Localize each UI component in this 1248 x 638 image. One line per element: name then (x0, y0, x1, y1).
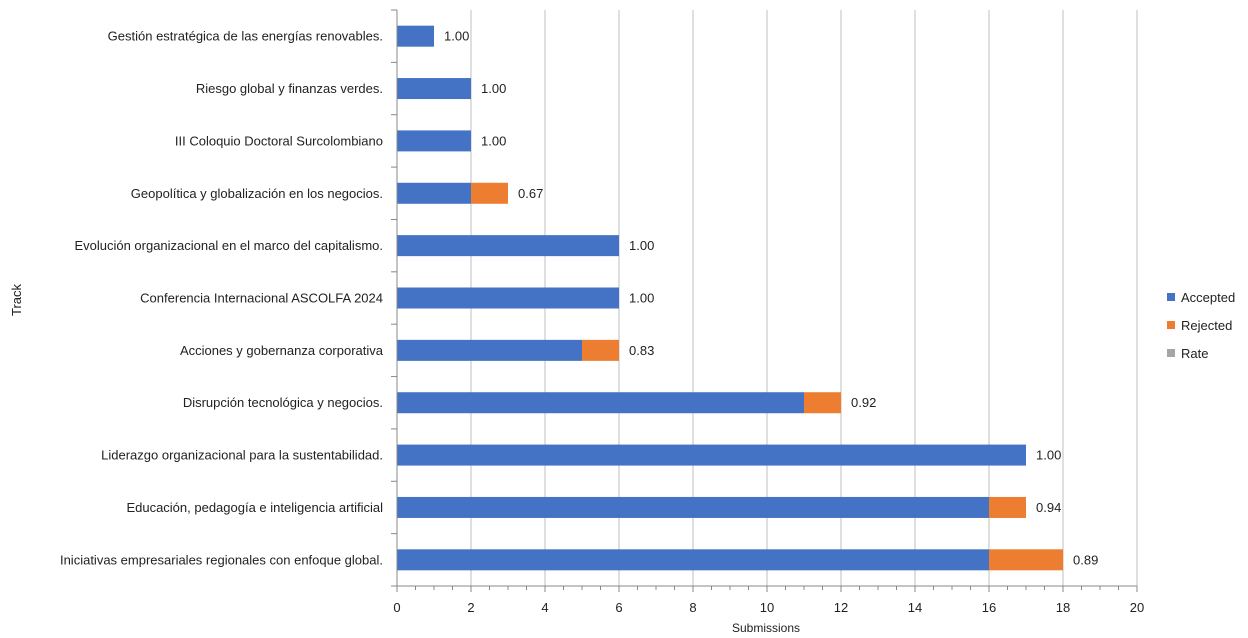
rate-label: 1.00 (629, 291, 654, 306)
bar-accepted (397, 339, 582, 361)
bar-accepted (397, 392, 804, 414)
category-label: Gestión estratégica de las energías reno… (108, 29, 383, 44)
bars (397, 25, 1063, 571)
rate-label: 1.00 (444, 29, 469, 44)
rate-label: 1.00 (1036, 448, 1061, 463)
legend-label: Rejected (1181, 318, 1232, 333)
bar-rejected (989, 496, 1026, 518)
category-label: Liderazgo organizacional para la sustent… (101, 448, 383, 463)
x-tick-label: 18 (1056, 600, 1070, 615)
x-tick-label: 0 (393, 600, 400, 615)
category-label: Riesgo global y finanzas verdes. (196, 81, 383, 96)
bar-accepted (397, 25, 434, 47)
bar-rejected (582, 339, 619, 361)
bar-accepted (397, 130, 471, 152)
axes (391, 9, 1138, 592)
rate-label: 1.00 (629, 238, 654, 253)
bar-rejected (989, 549, 1063, 571)
legend-label: Accepted (1181, 290, 1235, 305)
rate-label: 0.92 (851, 395, 876, 410)
x-tick-label: 8 (689, 600, 696, 615)
rate-label: 0.89 (1073, 552, 1098, 567)
bar-accepted (397, 549, 989, 571)
category-label: III Coloquio Doctoral Surcolombiano (175, 133, 383, 148)
legend-swatch (1167, 349, 1175, 357)
x-tick-label: 16 (982, 600, 996, 615)
bar-accepted (397, 496, 989, 518)
x-tick-label: 4 (541, 600, 548, 615)
y-axis-title: Track (9, 283, 24, 316)
x-tick-label: 12 (834, 600, 848, 615)
x-tick-label: 10 (760, 600, 774, 615)
x-tick-label: 2 (467, 600, 474, 615)
rate-label: 0.83 (629, 343, 654, 358)
rate-label: 0.94 (1036, 500, 1061, 515)
category-label: Iniciativas empresariales regionales con… (60, 552, 383, 567)
legend-swatch (1167, 321, 1175, 329)
bar-rejected (471, 182, 508, 204)
bar-accepted (397, 78, 471, 100)
legend-swatch (1167, 293, 1175, 301)
legend: Accepted Rejected Rate (1167, 290, 1235, 361)
x-tick-label: 20 (1130, 600, 1144, 615)
gridlines (470, 10, 1138, 586)
legend-label: Rate (1181, 346, 1208, 361)
bar-accepted (397, 444, 1026, 466)
rate-label: 1.00 (481, 81, 506, 96)
x-tick-label: 6 (615, 600, 622, 615)
x-tick-labels: 0 2 4 6 8 10 12 14 16 18 20 (393, 600, 1144, 615)
bar-accepted (397, 235, 619, 257)
rate-label: 0.67 (518, 186, 543, 201)
category-label: Educación, pedagogía e inteligencia arti… (126, 500, 383, 515)
category-label: Disrupción tecnológica y negocios. (183, 395, 383, 410)
x-tick-label: 14 (908, 600, 922, 615)
category-label: Acciones y gobernanza corporativa (180, 343, 384, 358)
rate-label: 1.00 (481, 133, 506, 148)
bar-rejected (804, 392, 841, 414)
x-axis-title: Submissions (732, 621, 800, 635)
bar-accepted (397, 182, 471, 204)
category-label: Geopolítica y globalización en los negoc… (131, 186, 383, 201)
rate-data-labels: 1.00 1.00 1.00 0.67 1.00 1.00 0.83 0.92 1.00 0.94… (444, 29, 1098, 568)
category-labels: Gestión estratégica de las energías reno… (60, 29, 384, 568)
category-label: Conferencia Internacional ASCOLFA 2024 (140, 291, 383, 306)
bar-accepted (397, 287, 619, 309)
category-label: Evolución organizacional en el marco del… (74, 238, 383, 253)
